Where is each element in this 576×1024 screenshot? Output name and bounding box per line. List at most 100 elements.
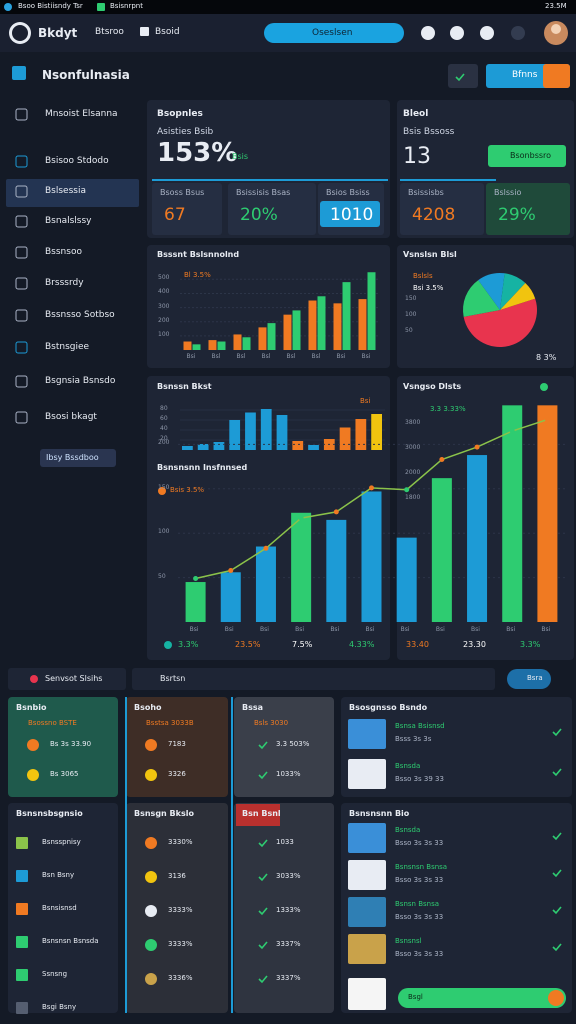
menu-item[interactable]: Bssnsso Sotbso — [45, 310, 115, 320]
check-icon — [258, 771, 268, 780]
stat-label: Bsissisis Bsas — [236, 188, 291, 197]
footer-value: 3.3% — [520, 640, 541, 649]
list-card — [234, 803, 334, 1013]
bar — [213, 442, 225, 450]
bar — [258, 327, 267, 350]
y-tick-label: 100 — [158, 528, 170, 536]
menu-icon — [15, 309, 28, 322]
sidebar-button-text: Ibsy Bssdboo — [46, 453, 99, 462]
y-tick-label: 200 — [158, 316, 170, 324]
action-pill[interactable] — [398, 988, 566, 1008]
active-item-bg — [6, 179, 139, 207]
nav-item[interactable]: Bsoid — [155, 27, 180, 37]
filter-button[interactable] — [507, 669, 551, 689]
chart-card — [147, 245, 390, 368]
summary-value: 153% — [157, 138, 238, 168]
bar — [197, 444, 209, 450]
item-name: Bsnsa Bsisnsd — [395, 722, 445, 730]
bar — [260, 409, 272, 450]
y-tick-label: 500 — [158, 274, 170, 282]
menu-item[interactable]: Brsssrdy — [45, 278, 84, 288]
check-icon — [258, 741, 268, 750]
chart-legend: 3.3 3.33% — [430, 405, 466, 413]
item-text: 3330% — [168, 838, 193, 846]
summary-note: Bsis — [232, 152, 249, 161]
card-sub: Bsossno BSTE — [28, 719, 77, 727]
item-icon — [145, 871, 157, 883]
bar — [537, 405, 558, 622]
thumbnail — [348, 934, 386, 964]
x-tick-label: Bsi — [365, 626, 375, 633]
line-point — [333, 509, 339, 515]
menu-item[interactable]: Bslsessia — [45, 186, 86, 196]
x-tick-label: Bsi — [295, 626, 305, 633]
footer-value: 23.30 — [463, 640, 486, 649]
y-tick-label: 60 — [160, 415, 168, 422]
filter-box[interactable] — [8, 668, 126, 690]
bar — [467, 455, 488, 622]
menu-item[interactable]: Bssnsoo — [45, 247, 82, 257]
goal-tile-value: 4208 — [412, 205, 456, 225]
item-text: Bsnsisnsd — [42, 904, 77, 912]
thumbnail — [348, 978, 386, 1010]
bar — [317, 296, 326, 350]
check-icon — [552, 869, 562, 878]
menu-icon — [15, 155, 28, 168]
x-tick-label: Bsl — [211, 353, 221, 360]
menu-icon — [15, 108, 28, 121]
bar — [308, 300, 317, 350]
card-title: Bsopnles — [157, 109, 203, 119]
header-icon[interactable] — [421, 26, 435, 40]
search-text: Oseslsen — [312, 28, 353, 38]
menu-icon — [15, 375, 28, 388]
check-icon — [552, 906, 562, 915]
footer-value: 4.33% — [349, 640, 375, 649]
item-icon — [16, 969, 28, 981]
menu-item[interactable]: Bsnalslssy — [45, 216, 92, 226]
check-icon — [552, 728, 562, 737]
stat-label: Bsoss Bsus — [160, 188, 205, 197]
goal-value: 13 — [403, 144, 431, 169]
check-icon — [258, 975, 268, 984]
logo-inner — [12, 25, 28, 41]
nav-item[interactable]: Btsroo — [95, 27, 124, 37]
filter-icon — [30, 675, 38, 683]
thumbnail — [348, 860, 386, 890]
line-point — [509, 428, 515, 434]
bar — [292, 310, 301, 350]
search-box[interactable] — [264, 23, 404, 43]
goal-button[interactable] — [488, 145, 566, 167]
menu-item[interactable]: Bsisoo Stdodo — [45, 156, 109, 166]
list-card — [234, 697, 334, 797]
item-text: Bsnsnsn Bsnsda — [42, 937, 99, 945]
bar — [276, 415, 288, 450]
y-tick-label: 50 — [158, 572, 166, 580]
bar — [292, 441, 304, 450]
search-field[interactable] — [132, 668, 495, 690]
line-point — [193, 575, 199, 581]
status-time: 23.5M — [545, 2, 567, 10]
bar — [396, 537, 417, 622]
menu-item[interactable]: Bstnsgiee — [45, 342, 90, 352]
item-name: Bsnsn Bsnsa — [395, 900, 440, 908]
card-title: Bsoho — [134, 703, 162, 712]
x-tick-label: Bsi — [330, 626, 340, 633]
header-icon[interactable] — [480, 26, 494, 40]
line-point — [404, 487, 410, 493]
bar — [355, 419, 367, 450]
x-tick-label: Bsi — [361, 353, 371, 360]
item-icon — [145, 939, 157, 951]
menu-icon — [15, 277, 28, 290]
menu-item[interactable]: Bsgnsia Bsnsdo — [45, 376, 116, 386]
x-tick-label: Bsl — [236, 353, 246, 360]
menu-item[interactable]: Bsosi bkagt — [45, 412, 97, 422]
header-icon[interactable] — [450, 26, 464, 40]
menu-item[interactable]: Mnsoist Elsanna — [45, 109, 118, 119]
sidebar-logo — [12, 66, 26, 80]
check-icon — [258, 873, 268, 882]
header-icon[interactable] — [511, 26, 525, 40]
divider — [400, 179, 496, 181]
item-text: 1033% — [276, 770, 301, 778]
sidebar-button[interactable] — [40, 449, 116, 467]
item-icon — [27, 739, 39, 751]
